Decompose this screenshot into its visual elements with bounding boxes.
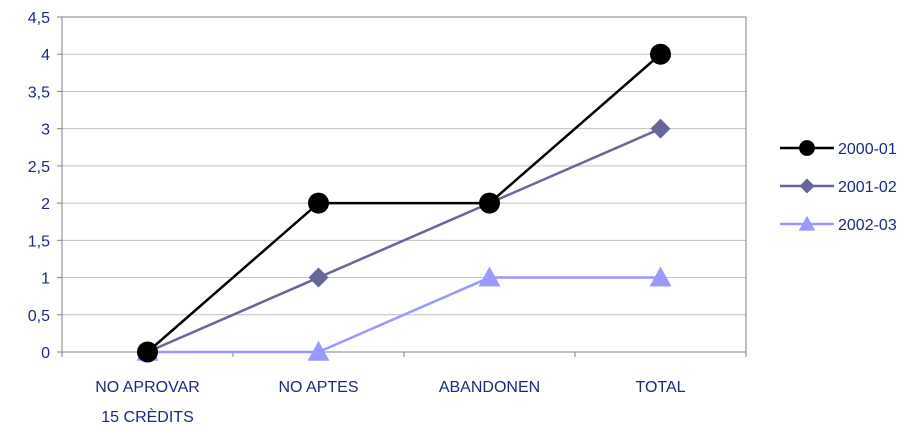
data-point-triangle [649,266,672,287]
series-line [147,276,661,354]
y-tick-label: 0 [41,345,50,362]
data-point-triangle [798,215,816,231]
legend-item: 2000-01 [780,140,897,158]
data-point-triangle [478,266,501,287]
legend-label: 2000-01 [838,141,897,158]
series-group [136,43,672,363]
x-tick-label: TOTAL [635,379,685,396]
data-point-circle [799,140,815,156]
y-tick-label: 3,5 [28,84,50,101]
y-tick-label: 4 [41,47,50,64]
series-2000-01 [137,43,671,363]
series-line [146,53,662,353]
x-tick-label: ABANDONEN [439,379,540,396]
legend-item: 2001-02 [780,178,897,196]
data-point-diamond [650,118,671,139]
y-tick-label: 2,5 [28,159,50,176]
y-tick-label: 3 [41,122,50,139]
y-tick-label: 4,5 [28,10,50,27]
data-point-circle [308,192,329,214]
legend: 2000-01 2001-02 2002-03 [780,140,897,234]
y-tick-label: 1,5 [28,233,50,250]
series-line [147,127,661,354]
data-point-circle [479,192,500,214]
plot-area-border [61,16,747,353]
data-point-triangle [307,341,330,361]
legend-item: 2002-03 [780,215,897,234]
x-axis-ticks: NO APROVAR 15 CRÈDITS NO APTES ABANDONEN TOT… [61,352,747,426]
data-point-circle [137,341,158,363]
y-tick-label: 2 [41,196,50,213]
x-tick-label: NO APROVAR 15 CRÈDITS [95,379,200,426]
grid-lines [62,16,746,316]
legend-label: 2002-03 [838,217,897,234]
y-tick-label: 0,5 [28,308,50,325]
legend-label: 2001-02 [838,179,897,196]
data-point-circle [650,43,671,65]
data-point-diamond [799,178,815,194]
y-tick-label: 1 [41,271,50,288]
x-tick-label: NO APTES [278,379,358,396]
series-2002-03 [136,266,672,361]
y-axis-ticks: 0 0,5 1 1,5 2 2,5 3 3,5 4 4,5 [28,10,62,362]
axes [61,16,747,353]
data-point-diamond [308,267,329,288]
